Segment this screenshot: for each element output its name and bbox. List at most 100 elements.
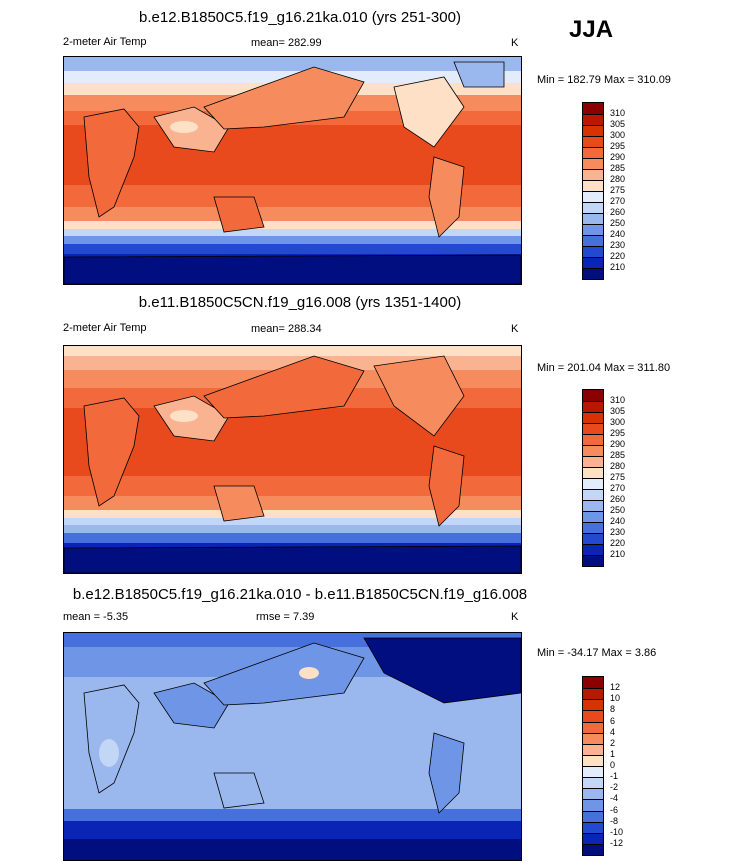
colorbar-swatch bbox=[583, 688, 603, 700]
panel-1-map bbox=[63, 56, 522, 285]
panel-2-minmax: Min = 201.04 Max = 311.80 bbox=[537, 362, 671, 374]
colorbar-swatch bbox=[583, 743, 603, 755]
colorbar-swatch bbox=[583, 412, 603, 423]
colorbar-swatch bbox=[583, 224, 603, 235]
colorbar-swatch bbox=[583, 434, 603, 445]
colorbar-swatch bbox=[583, 766, 603, 778]
colorbar-tick-label: 210 bbox=[610, 262, 626, 272]
colorbar-tick-label: 285 bbox=[610, 163, 626, 173]
colorbar-swatch bbox=[583, 511, 603, 522]
colorbar-swatch bbox=[583, 555, 603, 566]
colorbar-swatch bbox=[583, 533, 603, 544]
colorbar-swatch bbox=[583, 246, 603, 257]
colorbar-swatch bbox=[583, 777, 603, 789]
colorbar-swatch bbox=[583, 799, 603, 811]
panel-1-minmax: Min = 182.79 Max = 310.09 bbox=[537, 74, 671, 86]
colorbar-tick-label: 270 bbox=[610, 483, 626, 493]
panel-1-colorbar-labels: 310 305 300 295 290 285 280 275 270 260 250 240 230 2… bbox=[610, 102, 650, 278]
colorbar-swatch bbox=[583, 456, 603, 467]
colorbar-tick-label: 240 bbox=[610, 516, 626, 526]
colorbar-tick-label: 275 bbox=[610, 472, 626, 482]
colorbar-swatch bbox=[583, 754, 603, 766]
colorbar-tick-label: 1 bbox=[610, 748, 616, 759]
colorbar-swatch bbox=[583, 843, 603, 855]
panel-2-colorbar-labels: 310 305 300 295 290 285 280 275 270 260 250 240 230 2… bbox=[610, 389, 650, 565]
colorbar-tick-label: 12 bbox=[610, 682, 621, 693]
panel-1-colorbar bbox=[582, 102, 604, 280]
panel-2-mean-label: mean= 288.34 bbox=[251, 323, 322, 335]
colorbar-tick-label: 300 bbox=[610, 130, 626, 140]
panel-2-variable-label: 2-meter Air Temp bbox=[63, 322, 147, 334]
colorbar-tick-label: 285 bbox=[610, 450, 626, 460]
colorbar-tick-label: 305 bbox=[610, 119, 626, 129]
colorbar-tick-label: 310 bbox=[610, 395, 626, 405]
colorbar-swatch bbox=[583, 810, 603, 822]
colorbar-tick-label: 210 bbox=[610, 549, 626, 559]
colorbar-swatch bbox=[583, 158, 603, 169]
panel-2-units: K bbox=[511, 323, 519, 335]
panel-1-map-field bbox=[64, 57, 521, 284]
colorbar-tick-label: 230 bbox=[610, 527, 626, 537]
colorbar-swatch bbox=[583, 788, 603, 800]
colorbar-swatch bbox=[583, 544, 603, 555]
panel-3-map-field bbox=[64, 633, 521, 860]
colorbar-swatch bbox=[583, 467, 603, 478]
colorbar-swatch bbox=[583, 191, 603, 202]
colorbar-tick-label: 8 bbox=[610, 704, 616, 715]
colorbar-swatch bbox=[583, 114, 603, 125]
colorbar-swatch bbox=[583, 180, 603, 191]
panel-3-units: K bbox=[511, 611, 519, 623]
colorbar-tick-label: 0 bbox=[610, 760, 616, 770]
colorbar-tick-label: -12 bbox=[610, 837, 624, 848]
colorbar-tick-label: -4 bbox=[610, 793, 619, 804]
colorbar-tick-label: 250 bbox=[610, 505, 626, 515]
colorbar-swatch bbox=[583, 147, 603, 158]
colorbar-swatch bbox=[583, 235, 603, 246]
colorbar-swatch bbox=[583, 721, 603, 733]
colorbar-tick-label: 4 bbox=[610, 726, 616, 737]
colorbar-swatch bbox=[583, 257, 603, 268]
colorbar-tick-label: 2 bbox=[610, 737, 616, 748]
colorbar-tick-label: 240 bbox=[610, 229, 626, 239]
panel-2-map-field bbox=[64, 346, 521, 573]
colorbar-tick-label: 300 bbox=[610, 417, 626, 427]
colorbar-tick-label: 6 bbox=[610, 715, 616, 726]
panel-1-variable-label: 2-meter Air Temp bbox=[63, 36, 147, 48]
panel-1-title: b.e12.B1850C5.f19_g16.21ka.010 (yrs 251-… bbox=[139, 9, 461, 26]
colorbar-tick-label: 310 bbox=[610, 108, 626, 118]
colorbar-swatch bbox=[583, 202, 603, 213]
panel-3-colorbar-labels: 12 10 8 6 4 2 1 0 -1 -2 -4 -6 -8 -10 -12 bbox=[610, 676, 650, 854]
colorbar-swatch bbox=[583, 500, 603, 511]
colorbar-swatch bbox=[583, 699, 603, 711]
colorbar-tick-label: -8 bbox=[610, 815, 619, 826]
colorbar-swatch bbox=[583, 677, 603, 689]
season-label: JJA bbox=[569, 16, 614, 43]
colorbar-tick-label: 250 bbox=[610, 218, 626, 228]
colorbar-swatch bbox=[583, 445, 603, 456]
colorbar-swatch bbox=[583, 710, 603, 722]
panel-3-minmax: Min = -34.17 Max = 3.86 bbox=[537, 647, 657, 659]
colorbar-swatch bbox=[583, 103, 603, 114]
colorbar-swatch bbox=[583, 125, 603, 136]
colorbar-tick-label: 280 bbox=[610, 461, 626, 471]
panel-3-mean-label: mean = -5.35 bbox=[63, 611, 129, 623]
panel-3-title: b.e12.B1850C5.f19_g16.21ka.010 - b.e11.B… bbox=[72, 586, 528, 603]
colorbar-tick-label: 275 bbox=[610, 185, 626, 195]
panel-3-colorbar bbox=[582, 676, 604, 856]
colorbar-tick-label: -6 bbox=[610, 804, 619, 815]
colorbar-tick-label: 280 bbox=[610, 174, 626, 184]
colorbar-tick-label: 220 bbox=[610, 251, 626, 261]
colorbar-tick-label: 260 bbox=[610, 494, 626, 504]
panel-1-units: K bbox=[511, 37, 519, 49]
colorbar-swatch bbox=[583, 821, 603, 833]
colorbar-swatch bbox=[583, 732, 603, 744]
colorbar-tick-label: 260 bbox=[610, 207, 626, 217]
panel-1-mean-label: mean= 282.99 bbox=[251, 37, 322, 49]
colorbar-swatch bbox=[583, 268, 603, 279]
colorbar-swatch bbox=[583, 832, 603, 844]
colorbar-tick-label: 230 bbox=[610, 240, 626, 250]
colorbar-tick-label: 270 bbox=[610, 196, 626, 206]
panel-2-map bbox=[63, 345, 522, 574]
panel-3-rmse-label: rmse = 7.39 bbox=[256, 611, 315, 623]
colorbar-swatch bbox=[583, 478, 603, 489]
